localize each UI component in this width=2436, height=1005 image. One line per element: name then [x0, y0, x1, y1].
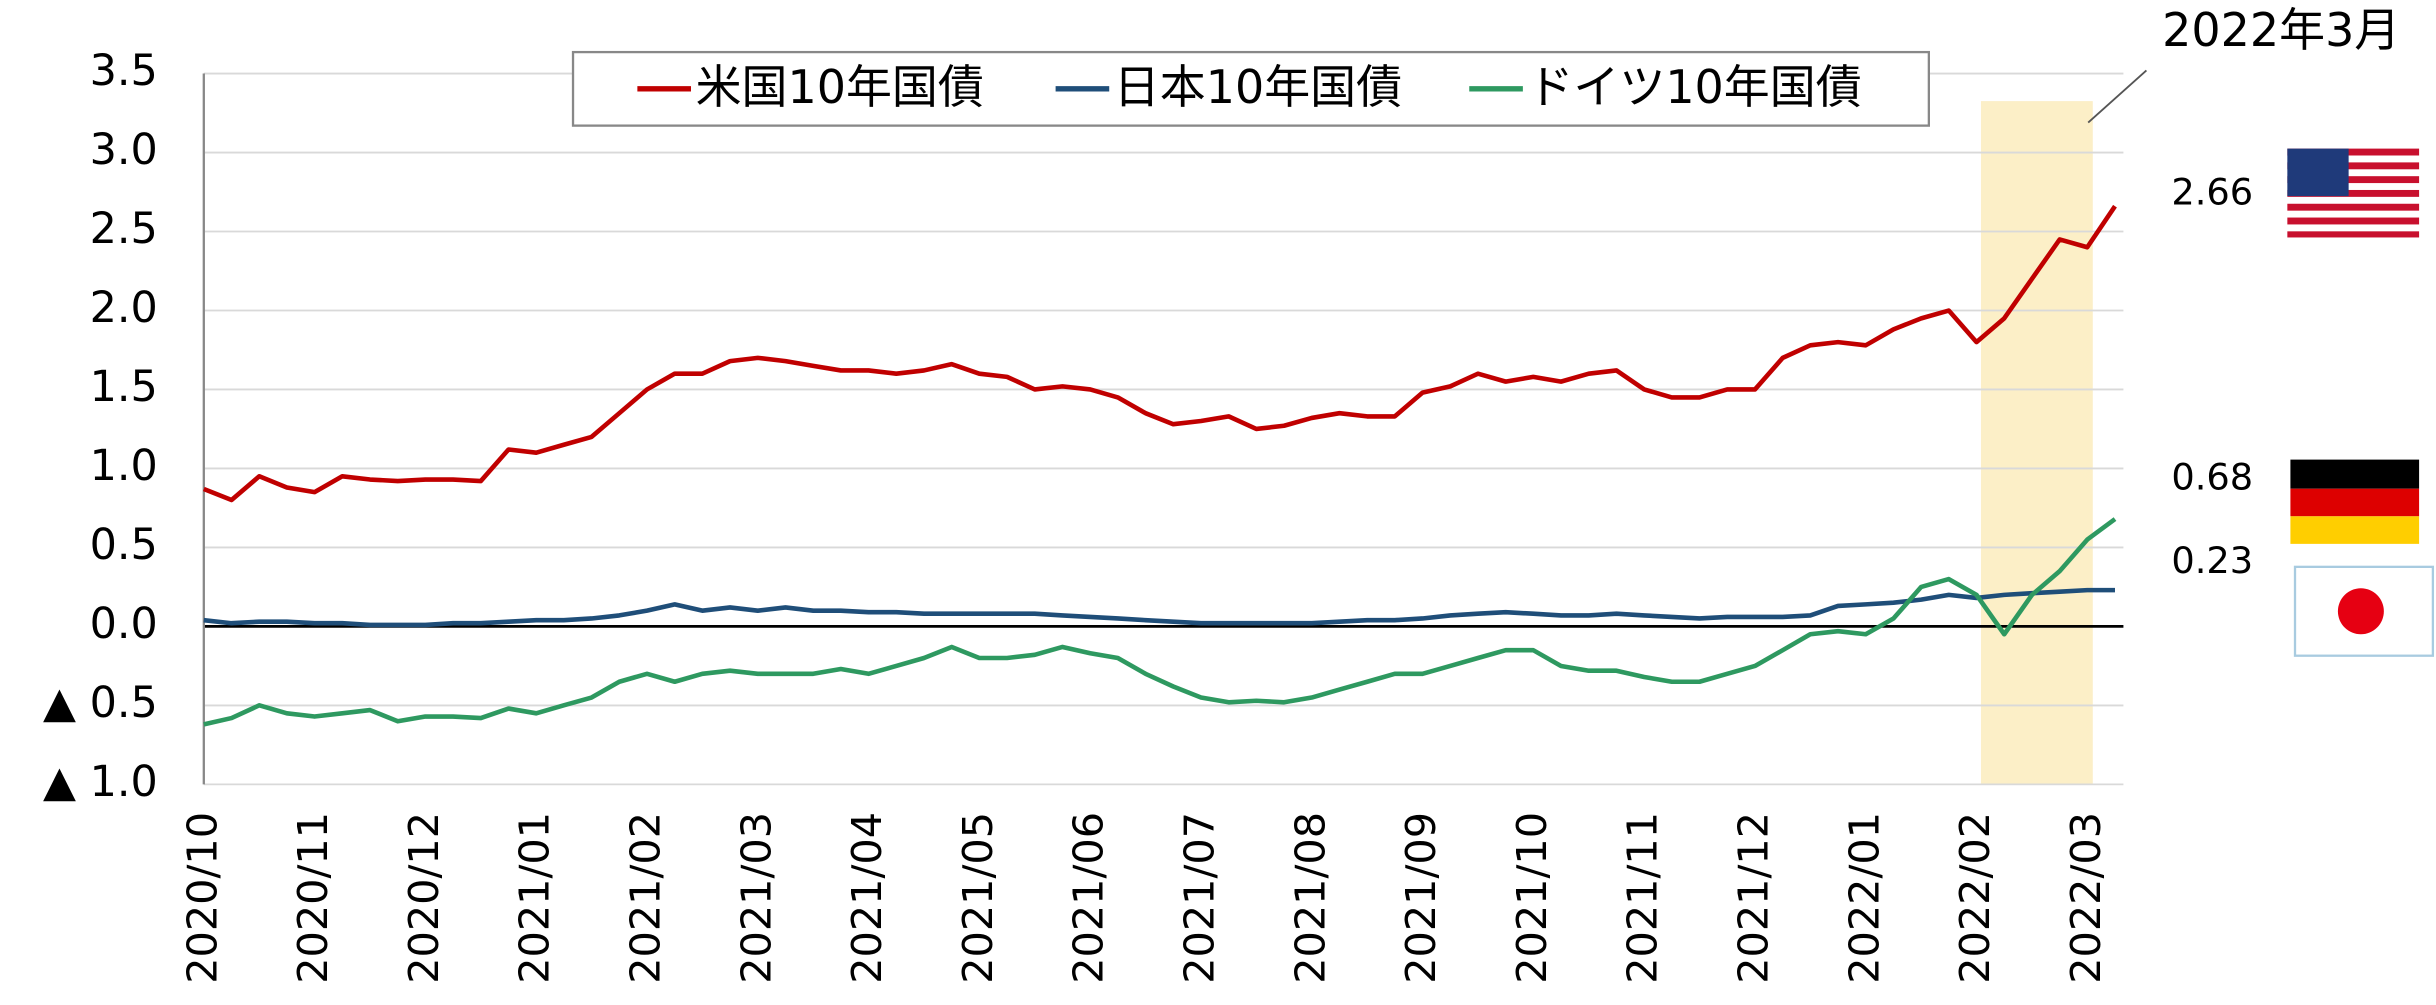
grid [203, 72, 2124, 786]
y-tick-label: 3.5 [90, 46, 158, 96]
legend-label: ドイツ10年国債 [1527, 60, 1861, 114]
japan-flag [2293, 565, 2435, 657]
y-tick-label: 1.0 [90, 441, 158, 491]
y-tick-label: 0.0 [90, 599, 158, 649]
end-label: 2.66 [2171, 170, 2253, 213]
lines [202, 204, 2117, 727]
x-tick-label: 2021/07 [1175, 812, 1223, 984]
highlight-band [1980, 101, 2093, 785]
legend-label: 日本10年国債 [1114, 60, 1402, 114]
x-tick-label: 2022/01 [1840, 812, 1888, 984]
end-label: 0.68 [2171, 456, 2253, 499]
x-tick-label: 2021/11 [1619, 812, 1667, 984]
series-line [203, 517, 2117, 727]
x-tick-label: 2021/04 [843, 812, 891, 984]
germany-flag [2290, 459, 2420, 544]
x-tick-label: 2020/11 [289, 812, 337, 984]
x-tick-label: 2021/01 [511, 812, 559, 984]
legend: 米国10年国債 日本10年国債 ドイツ10年国債 [637, 60, 1862, 114]
us-flag [2287, 148, 2420, 238]
y-tick-label: 2.0 [90, 283, 158, 333]
x-tick-label: 2021/08 [1286, 812, 1334, 984]
x-tick-label: 2021/10 [1508, 812, 1556, 984]
series-line [202, 204, 2117, 503]
annotation: 2022年3月 [2162, 3, 2400, 57]
x-tick-label: 2020/10 [178, 812, 226, 984]
x-tick-label: 2021/12 [1729, 812, 1777, 984]
y-tick-label: 3.0 [90, 125, 158, 175]
y-tick-label: 2.5 [90, 204, 158, 254]
end-label: 0.23 [2171, 539, 2253, 582]
x-tick-label: 2021/06 [1065, 812, 1113, 984]
annotation-leader [2087, 69, 2148, 124]
x-tick-label: 2021/02 [622, 812, 670, 984]
y-tick-label: ▲ 0.5 [43, 678, 158, 728]
x-tick-label: 2022/02 [1951, 812, 1999, 984]
y-tick-label: 0.5 [90, 520, 158, 570]
x-tick-label: 2021/09 [1397, 812, 1445, 984]
series-line [203, 587, 2115, 628]
x-tick-label: 2022/03 [2062, 812, 2110, 984]
x-tick-label: 2021/03 [732, 812, 780, 984]
x-tick-label: 2020/12 [400, 812, 448, 984]
x-tick-label: 2021/05 [954, 812, 1002, 984]
y-tick-label: 1.5 [90, 362, 158, 412]
legend-label: 米国10年国債 [696, 60, 984, 114]
y-tick-label: ▲ 1.0 [43, 757, 158, 807]
legend-box [571, 50, 1931, 127]
